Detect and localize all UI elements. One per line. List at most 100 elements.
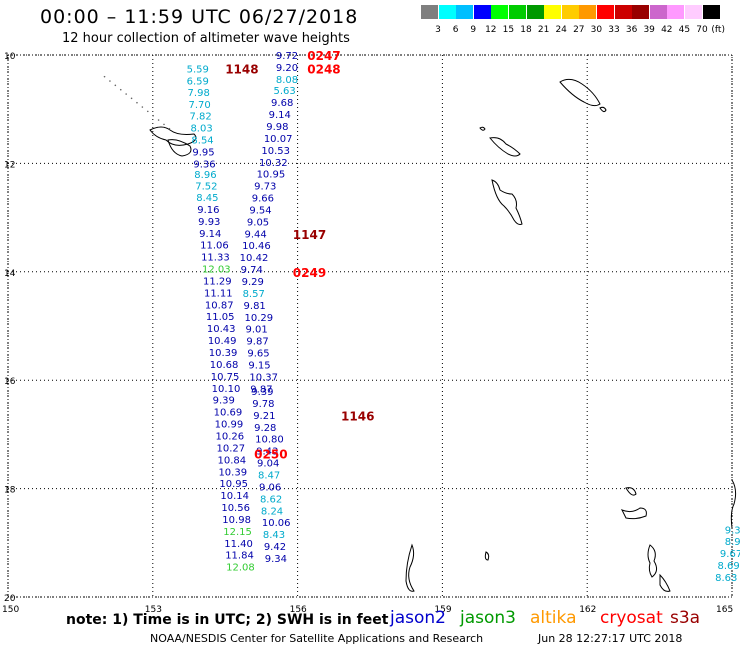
track-2-value: 9.20 — [276, 63, 298, 74]
track-2-value: 10.95 — [257, 170, 286, 181]
track-2-value: 8.62 — [260, 494, 282, 505]
track-1-value: 8.54 — [191, 136, 213, 147]
track-1-value: 9.95 — [192, 147, 214, 158]
scale-swatch — [421, 5, 438, 19]
track-1-value: 10.56 — [221, 503, 250, 514]
track-point — [157, 119, 160, 121]
scale-swatch — [685, 5, 702, 19]
track-3-value: 8.69 — [718, 561, 740, 572]
pass-time-label: 0247 — [307, 49, 340, 63]
pass-time-label: 0250 — [254, 447, 287, 461]
track-2-value: 10.53 — [261, 146, 290, 157]
track-1-value: 9.16 — [197, 205, 219, 216]
scale-label: 27 — [573, 25, 585, 35]
track-3-value: 8.63 — [715, 573, 737, 584]
generation-timestamp: Jun 28 12:27:17 UTC 2018 — [538, 632, 683, 645]
track-1-value: 10.69 — [214, 408, 243, 419]
track-point — [152, 114, 154, 117]
track-2-value: 9.05 — [247, 217, 269, 228]
track-2-value: 9.87 — [246, 337, 268, 348]
coastline-island — [659, 573, 671, 592]
lon-tick-label: 153 — [145, 605, 162, 615]
pass-time-label: 0248 — [307, 63, 340, 77]
track-1-value: 9.36 — [193, 159, 215, 170]
track-2-value: 8.08 — [276, 75, 298, 86]
scale-label: 9 — [470, 25, 477, 35]
plot-frame — [7, 54, 733, 598]
track-2-value: 10.37 — [249, 372, 278, 383]
coastline-island — [405, 543, 415, 592]
satellite-jason2: jason2 — [390, 608, 446, 628]
track-point — [130, 97, 133, 100]
scale-swatch — [579, 5, 597, 19]
footer-note: note: 1) Time is in UTC; 2) SWH is in fe… — [66, 612, 389, 628]
pass-time-label: 1146 — [341, 409, 374, 423]
lon-tick-label: 156 — [290, 605, 307, 615]
scale-swatch — [491, 5, 509, 19]
track-2-value: 8.43 — [263, 530, 285, 541]
track-2-value: 9.98 — [266, 122, 288, 133]
track-2-value: 9.29 — [242, 277, 264, 288]
coastline-island — [479, 126, 486, 131]
track-point — [114, 84, 117, 87]
track-1-value: 10.87 — [205, 300, 234, 311]
pass-time-label: 1147 — [293, 228, 326, 242]
track-1-value: 10.75 — [211, 372, 240, 383]
track-1-value: 10.26 — [216, 431, 245, 442]
track-2-value: 9.28 — [254, 423, 276, 434]
scale-swatch — [456, 5, 474, 19]
scale-label: 3 — [435, 25, 441, 35]
track-2-value: 9.72 — [276, 51, 298, 62]
scale-label: 33 — [608, 25, 620, 35]
lon-tick-label: 150 — [2, 605, 19, 615]
track-1-value: 12.15 — [223, 527, 252, 538]
track-1-value: 10.43 — [207, 324, 236, 335]
scale-swatch — [702, 5, 720, 19]
track-point — [136, 101, 138, 104]
lon-tick-label: 165 — [716, 605, 733, 615]
scale-swatch — [438, 5, 456, 19]
coastline-island — [149, 126, 197, 146]
track-2-value: 9.65 — [247, 349, 269, 360]
track-1-value: 11.29 — [203, 276, 232, 287]
coastline-island — [167, 139, 192, 157]
scale-label: 15 — [502, 25, 515, 35]
track-2-value: 9.44 — [245, 229, 267, 240]
track-2-value: 9.34 — [265, 554, 287, 565]
scale-label: 36 — [625, 25, 638, 35]
track-2-value: 9.87 — [250, 384, 272, 395]
pass-time-label: 0249 — [293, 266, 326, 280]
track-1-value: 6.59 — [187, 76, 209, 87]
scale-label: 24 — [555, 25, 567, 35]
map-subtitle: 12 hour collection of altimeter wave hei… — [62, 31, 350, 46]
track-1-value: 7.70 — [189, 100, 211, 111]
scale-label: 6 — [452, 25, 459, 35]
track-3-value: 9.39 — [725, 525, 740, 536]
track-1-value: 5.59 — [187, 65, 209, 76]
track-2-value: 9.06 — [259, 482, 281, 493]
track-1-value: 10.99 — [215, 420, 244, 431]
scale-swatch — [649, 5, 667, 19]
track-point — [119, 88, 122, 91]
lon-tick-label: 162 — [579, 605, 596, 615]
track-2-value: 9.74 — [241, 265, 263, 276]
track-1-value: 10.98 — [222, 515, 251, 526]
coastline-island — [491, 179, 523, 225]
scale-unit: (ft) — [711, 25, 725, 35]
coastline-island — [625, 487, 637, 496]
track-1-value: 9.39 — [213, 396, 235, 407]
track-point — [103, 75, 106, 78]
satellite-cryosat: cryosat — [600, 608, 663, 628]
lat-tick-label: 20 — [4, 594, 16, 604]
track-2-value: 10.06 — [262, 518, 291, 529]
scale-swatch — [597, 5, 614, 19]
track-1-value: 10.68 — [210, 360, 239, 371]
lat-tick-label: 12 — [4, 160, 15, 170]
track-1-value: 10.10 — [212, 384, 241, 395]
track-2-value: 10.46 — [242, 241, 271, 252]
scale-label: 70 — [696, 25, 708, 35]
coastline-island — [647, 544, 658, 578]
track-1-value: 8.45 — [196, 193, 218, 204]
track-2-value: 9.81 — [244, 301, 266, 312]
scale-swatch — [526, 5, 544, 19]
